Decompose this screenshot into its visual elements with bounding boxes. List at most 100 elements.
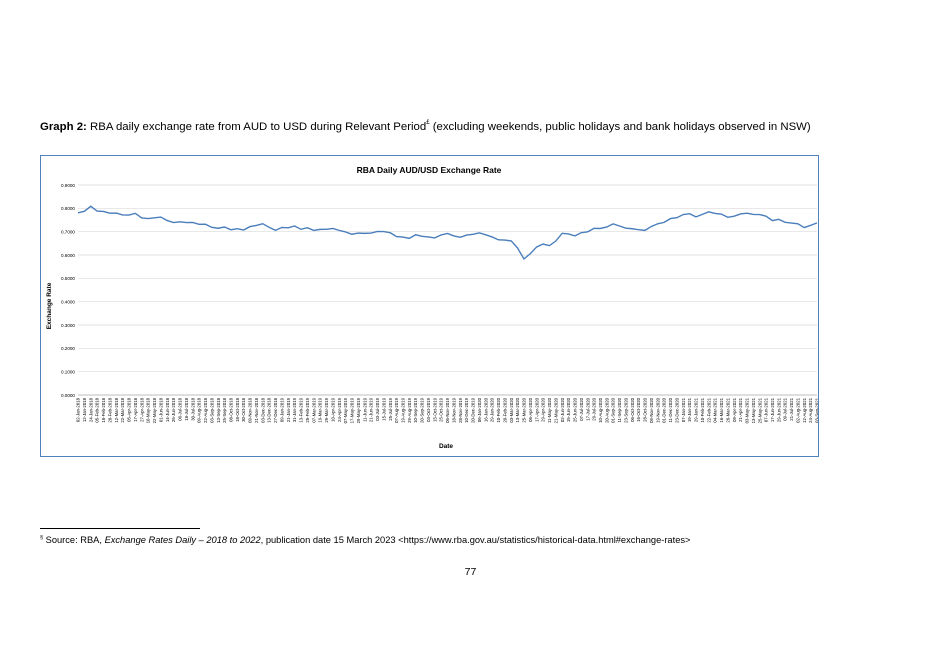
footnote-suffix: , publication date 15 March 2023 <https:… bbox=[260, 535, 691, 545]
y-tick-label: 0.0000 bbox=[61, 393, 75, 398]
x-tick-label: 25-May-2021 bbox=[757, 397, 762, 423]
y-tick-label: 0.2000 bbox=[61, 346, 75, 351]
x-tick-label: 07-Jul-2020 bbox=[579, 397, 584, 420]
x-tick-label: 09-Jul-2021 bbox=[783, 397, 788, 420]
x-tick-label: 05-Apr-2018 bbox=[127, 397, 132, 421]
x-tick-label: 09-Apr-2021 bbox=[732, 397, 737, 421]
x-tick-label: 01-Sep-2020 bbox=[611, 397, 616, 422]
caption-footnote-marker: £ bbox=[426, 120, 430, 126]
x-tick-label: 07-Mar-2019 bbox=[311, 397, 316, 422]
x-tick-labels: 02-Jan-2018 12-Jan-2018 24-Jan-2018 05-Feb-… bbox=[76, 397, 818, 423]
x-tick-label: 03-Dec-2018 bbox=[260, 397, 265, 422]
y-tick-label: 0.6000 bbox=[61, 253, 75, 258]
x-tick-label: 17-Apr-2018 bbox=[133, 397, 138, 421]
y-tick-label: 0.7000 bbox=[61, 229, 75, 234]
caption-label: Graph 2: bbox=[40, 121, 87, 133]
x-tick-label: 12-Aug-2021 bbox=[802, 397, 807, 422]
x-tick-label: 10-May-2018 bbox=[146, 397, 151, 423]
x-tick-label: 31-Jan-2019 bbox=[292, 397, 297, 422]
x-tick-label: 25-Sep-2018 bbox=[222, 397, 227, 422]
x-tick-label: 11-Sep-2020 bbox=[617, 397, 622, 422]
x-tick-label: 15-Jun-2020 bbox=[566, 397, 571, 422]
y-tick-label: 0.5000 bbox=[61, 276, 75, 281]
x-tick-label: 17-Jun-2021 bbox=[770, 397, 775, 422]
chart-frame: 0.0000 0.1000 0.2000 0.3000 0.4000 0.5000 0.60… bbox=[40, 155, 819, 457]
y-tick-label: 0.4000 bbox=[61, 299, 75, 304]
x-tick-label: 25-Oct-2019 bbox=[439, 397, 444, 421]
x-tick-label: 13-Sep-2018 bbox=[216, 397, 221, 422]
x-tick-label: 11-May-2020 bbox=[547, 397, 552, 423]
x-tick-label: 21-Nov-2018 bbox=[254, 397, 259, 422]
x-tick-label: 01-Jun-2018 bbox=[158, 397, 163, 422]
x-tick-label: 29-May-2019 bbox=[356, 397, 361, 423]
x-tick-label: 21-Jan-2019 bbox=[286, 397, 291, 422]
footnote-title: Exchange Rates Daily – 2018 to 2022 bbox=[104, 535, 261, 545]
x-tick-label: 29-Jan-2021 bbox=[694, 397, 699, 422]
footnote-prefix: Source: RBA, bbox=[43, 535, 105, 545]
x-tick-label: 23-Dec-2020 bbox=[674, 397, 679, 422]
x-tick-label: 02-Aug-2021 bbox=[795, 397, 800, 422]
x-tick-label: 06-Apr-2020 bbox=[528, 397, 533, 421]
x-tick-label: 17-Jul-2020 bbox=[585, 397, 590, 420]
x-tick-label: 19-Jan-2021 bbox=[687, 397, 692, 422]
x-tick-label: 09-Nov-2018 bbox=[248, 397, 253, 422]
x-tick-label: 10-Sep-2019 bbox=[413, 397, 418, 422]
x-tick-label: 03-Mar-2020 bbox=[509, 397, 514, 422]
x-tick-label: 19-Nov-2020 bbox=[655, 397, 660, 422]
x-tick-label: 21-Jul-2021 bbox=[789, 397, 794, 420]
y-axis-label: Exchange Rate bbox=[46, 282, 53, 329]
x-tick-label: 15-Oct-2019 bbox=[432, 397, 437, 421]
x-tick-label: 16-Jan-2020 bbox=[483, 397, 488, 422]
x-tick-label: 16-Oct-2020 bbox=[636, 397, 641, 421]
x-tick-label: 22-May-2018 bbox=[152, 397, 157, 423]
footnote-marker: § bbox=[40, 535, 44, 541]
x-tick-label: 30-Oct-2018 bbox=[241, 397, 246, 421]
x-tick-label: 09-Jan-2019 bbox=[279, 397, 284, 422]
x-tick-label: 25-Jul-2019 bbox=[388, 397, 393, 420]
x-tick-label: 06-Nov-2019 bbox=[445, 397, 450, 422]
x-tick-label: 06-Oct-2020 bbox=[630, 397, 635, 421]
x-tick-label: 01-Dec-2020 bbox=[662, 397, 667, 422]
x-tick-label: 03-Oct-2019 bbox=[426, 397, 431, 421]
x-tick-label: 10-Feb-2020 bbox=[496, 397, 501, 422]
y-tick-label: 0.8000 bbox=[61, 206, 75, 211]
series-line-aud-usd bbox=[77, 205, 818, 261]
x-tick-label: 29-Mar-2019 bbox=[324, 397, 329, 422]
x-tick-label: 29-Aug-2019 bbox=[407, 397, 412, 422]
x-tick-label: 10-Apr-2019 bbox=[330, 397, 335, 421]
x-tick-label: 29-Jan-2020 bbox=[490, 397, 495, 422]
x-tick-label: 03-Sep-2018 bbox=[209, 397, 214, 422]
chart-title: RBA Daily AUD/USD Exchange Rate bbox=[357, 165, 502, 175]
x-tick-label: 11-Jun-2019 bbox=[362, 397, 367, 421]
footnote: § Source: RBA, Exchange Rates Daily – 20… bbox=[40, 535, 690, 545]
y-tick-label: 0.3000 bbox=[61, 323, 75, 328]
x-tick-label: 14-Jun-2018 bbox=[165, 397, 170, 422]
x-tick-label: 26-Jun-2018 bbox=[171, 397, 176, 422]
x-tick-label: 09-Aug-2018 bbox=[197, 397, 202, 422]
x-tick-label: 25-Jun-2020 bbox=[573, 397, 578, 422]
x-tick-label: 28-Feb-2018 bbox=[107, 397, 112, 422]
x-tick-label: 10-Aug-2020 bbox=[598, 397, 603, 422]
caption-text: RBA daily exchange rate from AUD to USD … bbox=[86, 121, 427, 133]
x-tick-label: 27-Apr-2018 bbox=[139, 397, 144, 421]
x-tick-label: 24-Aug-2021 bbox=[808, 397, 813, 422]
x-tick-label: 02-Jan-2018 bbox=[76, 397, 81, 422]
x-axis-label: Date bbox=[439, 443, 453, 450]
x-tick-label: 19-Aug-2019 bbox=[401, 397, 406, 422]
x-tick-label: 24-Jan-2018 bbox=[88, 397, 93, 422]
y-tick-label: 0.9000 bbox=[61, 183, 75, 188]
x-tick-label: 16-Mar-2021 bbox=[719, 397, 724, 422]
x-tick-label: 06-Jan-2020 bbox=[477, 397, 482, 422]
x-tick-label: 28-Nov-2019 bbox=[458, 397, 463, 422]
x-tick-label: 10-Dec-2019 bbox=[464, 397, 469, 422]
x-tick-label: 08-Oct-2018 bbox=[228, 397, 233, 421]
x-tick-label: 29-Jun-2021 bbox=[776, 397, 781, 422]
x-tick-label: 11-Dec-2020 bbox=[668, 397, 673, 422]
x-tick-label: 21-May-2020 bbox=[553, 397, 558, 423]
x-tick-label: 13-Dec-2018 bbox=[267, 397, 272, 422]
grid-lines bbox=[78, 184, 817, 396]
x-tick-label: 26-Mar-2021 bbox=[725, 397, 730, 422]
x-tick-label: 17-Apr-2020 bbox=[534, 397, 539, 421]
x-tick-label: 07-Jun-2021 bbox=[764, 397, 769, 422]
x-tick-label: 21-Apr-2021 bbox=[738, 397, 743, 421]
